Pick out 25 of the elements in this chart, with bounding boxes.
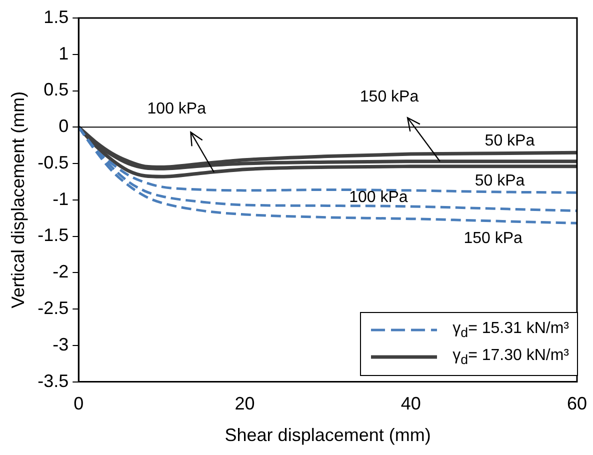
annotation: 50 kPa: [484, 132, 535, 150]
x-tick-label: 40: [400, 394, 421, 414]
annotation: 150 kPa: [360, 88, 419, 106]
x-tick-label: 60: [566, 394, 588, 414]
y-tick-label: -1.5: [38, 225, 69, 246]
y-tick-label: -3: [52, 334, 69, 354]
y-tick-label: 0: [58, 116, 69, 136]
y-axis-title: Vertical displacement (mm): [8, 91, 28, 308]
x-axis-title: Shear displacement (mm): [224, 425, 431, 446]
legend-label: γ$_{d}$= 17.30 kN/m³: [452, 347, 569, 368]
y-tick-label: 0.5: [44, 80, 69, 100]
legend-label: γ$_{d}$= 15.31 kN/m³: [452, 320, 569, 340]
y-tick-label: 1.5: [44, 6, 69, 27]
annotation: 150 kPa: [464, 230, 523, 247]
annotation: 100 kPa: [349, 189, 408, 206]
y-tick-label: -1: [52, 188, 69, 209]
annotation: 50 kPa: [474, 172, 525, 190]
x-tick-label: 20: [234, 394, 255, 414]
y-tick-label: -2: [52, 262, 69, 282]
x-tick-label: 0: [74, 394, 84, 414]
y-tick-label: 1: [58, 43, 69, 64]
annotation: 100 kPa: [147, 100, 206, 118]
y-tick-label: -0.5: [38, 152, 69, 172]
y-tick-label: -3.5: [38, 370, 69, 391]
y-tick-label: -2.5: [38, 298, 69, 318]
